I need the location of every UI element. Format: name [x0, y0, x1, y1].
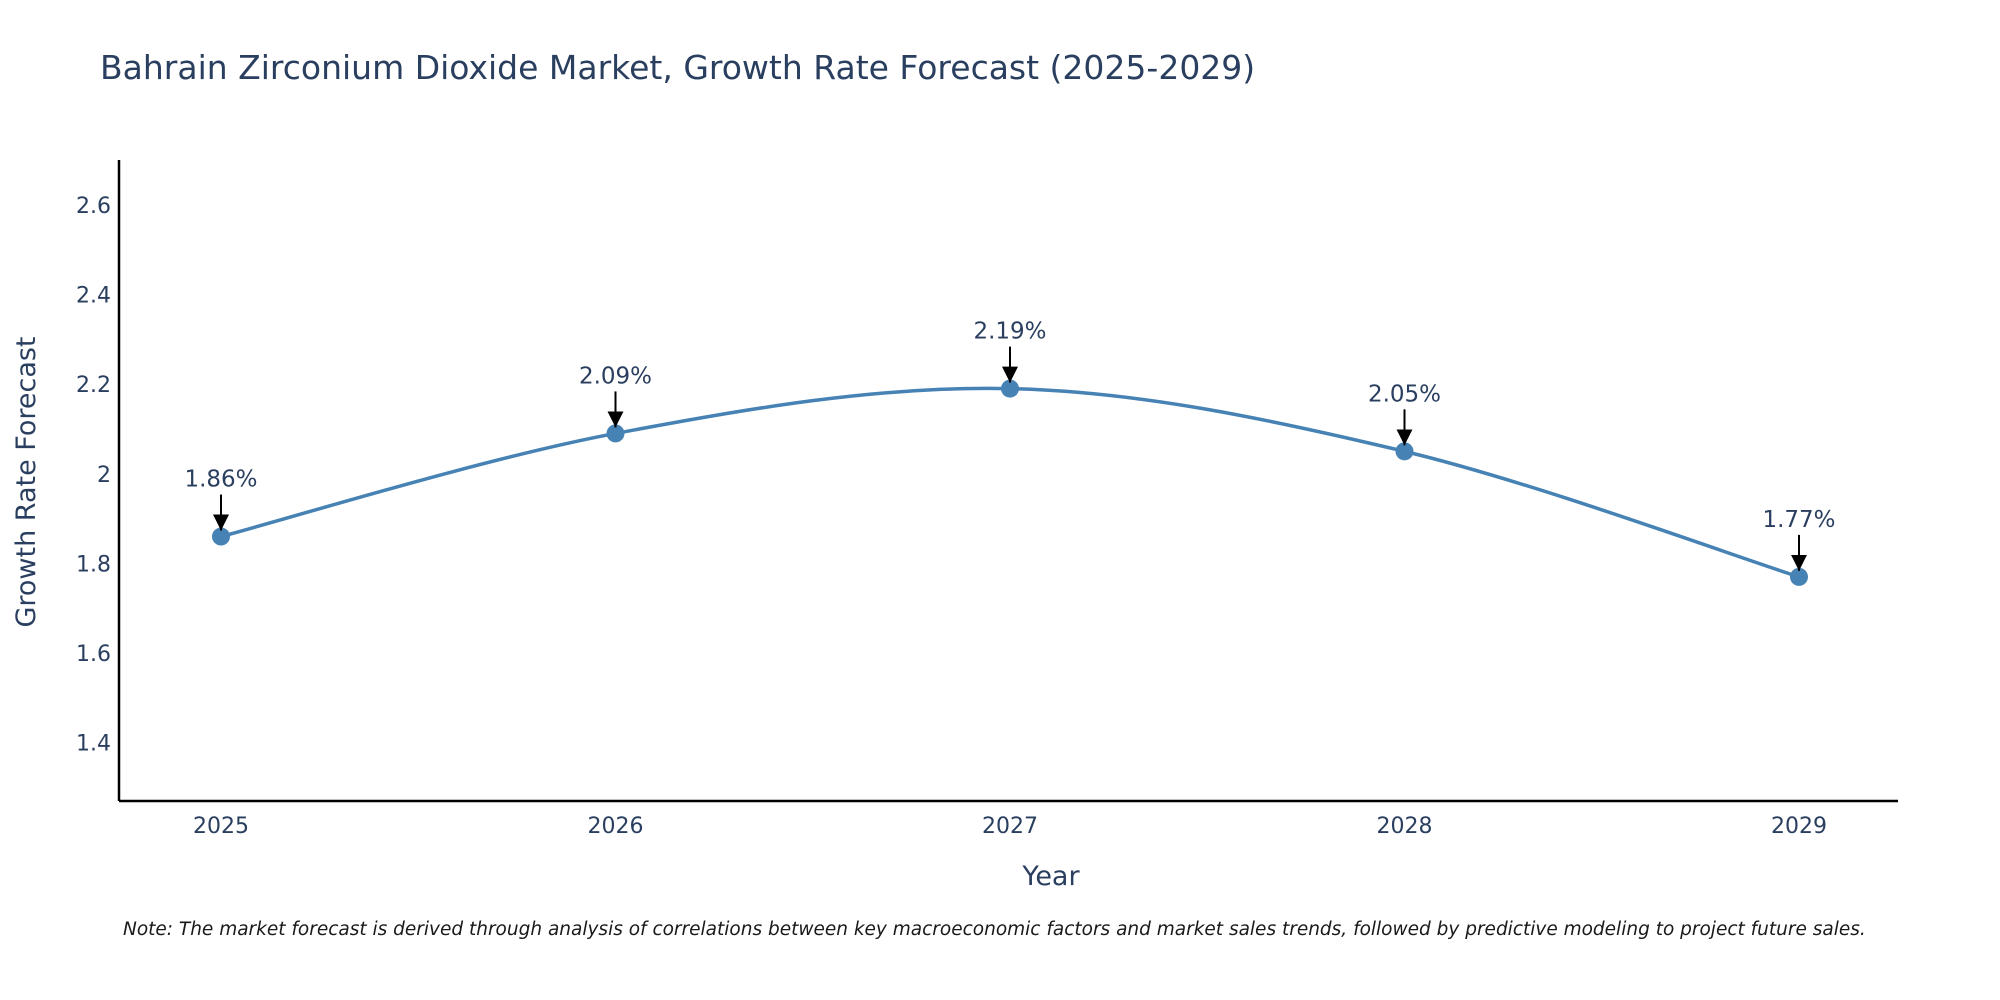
data-point [1395, 442, 1414, 461]
series-line [220, 386, 1800, 579]
y-tick-label: 1.8 [76, 552, 111, 577]
data-point [606, 424, 625, 443]
data-label: 2.19% [973, 319, 1046, 345]
x-tick-label: 2027 [982, 814, 1038, 839]
forecast-note: Note: The market forecast is derived thr… [123, 919, 1866, 940]
data-point [212, 527, 230, 546]
plot-area: 1.4 1.6 1.8 2 2.2 2.4 2.6 2025 2026 2027 2028 2029 1… [76, 160, 1898, 839]
y-tick-label: 2.4 [76, 283, 111, 308]
data-label: 1.86% [184, 467, 257, 493]
data-label: 2.05% [1368, 381, 1441, 407]
x-tick-label: 2028 [1377, 814, 1433, 839]
data-label: 2.09% [579, 363, 652, 389]
y-tick-label: 2.6 [76, 194, 111, 219]
data-point [1790, 567, 1808, 586]
y-tick-label: 1.4 [76, 732, 111, 757]
x-tick-label: 2026 [588, 814, 644, 839]
y-tick-label: 1.6 [76, 642, 111, 667]
x-axis-title: Year [1021, 861, 1080, 892]
chart-title: Bahrain Zirconium Dioxide Market, Growth… [100, 48, 1255, 87]
data-point [1001, 379, 1019, 398]
x-tick-label: 2025 [193, 814, 249, 839]
y-tick-label: 2.2 [76, 373, 111, 398]
y-axis-title: Growth Rate Forecast [11, 336, 42, 627]
x-tick-label: 2029 [1771, 814, 1827, 839]
y-tick-label: 2 [97, 463, 111, 488]
data-label: 1.77% [1762, 507, 1835, 533]
